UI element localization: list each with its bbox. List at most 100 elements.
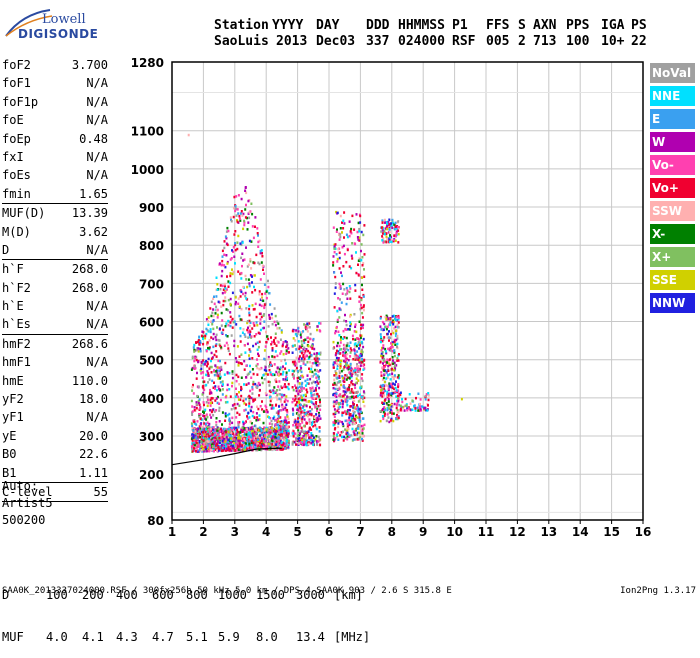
echo-point xyxy=(392,314,395,318)
echo-point xyxy=(216,366,219,369)
echo-point xyxy=(213,369,215,372)
echo-point xyxy=(229,438,232,442)
echo-point xyxy=(424,406,427,410)
echo-point xyxy=(265,290,268,293)
echo-point xyxy=(212,436,215,440)
echo-point xyxy=(283,400,286,403)
echo-point xyxy=(254,447,257,450)
echo-point xyxy=(406,407,409,410)
echo-point xyxy=(348,435,351,439)
echo-point xyxy=(284,430,286,433)
echo-point xyxy=(396,413,398,417)
echo-point xyxy=(268,446,271,449)
echo-point xyxy=(279,433,282,437)
echo-point xyxy=(315,435,318,438)
x-tick-label: 2 xyxy=(199,525,207,539)
echo-point xyxy=(261,408,264,411)
echo-point xyxy=(263,357,266,361)
echo-point xyxy=(284,418,287,421)
echo-point xyxy=(275,380,278,383)
echo-point xyxy=(336,381,339,384)
echo-point xyxy=(363,404,366,408)
echo-point xyxy=(387,404,390,407)
echo-point xyxy=(350,227,353,231)
echo-point xyxy=(391,412,394,415)
echo-point xyxy=(354,338,357,341)
echo-point xyxy=(235,379,238,383)
echo-point xyxy=(379,315,382,319)
echo-point xyxy=(342,368,345,371)
echo-point xyxy=(212,345,215,349)
header-label-4: HHMMSS xyxy=(398,18,445,33)
echo-point xyxy=(269,371,272,374)
echo-point xyxy=(303,346,306,350)
echo-point xyxy=(213,430,216,434)
echo-point xyxy=(240,277,243,280)
echo-point xyxy=(342,411,345,414)
echo-point xyxy=(334,394,336,397)
echo-point xyxy=(204,428,207,431)
echo-point xyxy=(272,391,275,395)
echo-point xyxy=(339,361,342,364)
echo-point xyxy=(200,449,203,452)
echo-point xyxy=(282,341,285,344)
echo-point xyxy=(234,204,237,208)
echo-point xyxy=(385,226,388,229)
echo-point xyxy=(301,410,304,413)
echo-point xyxy=(212,314,215,318)
echo-point xyxy=(256,232,259,235)
echo-point xyxy=(332,434,335,438)
echo-point xyxy=(300,389,303,392)
echo-point xyxy=(248,402,251,405)
echo-point xyxy=(338,376,341,379)
echo-point xyxy=(345,374,348,377)
echo-point xyxy=(265,330,267,334)
echo-point xyxy=(202,386,205,390)
muf-value: 5.1 xyxy=(186,630,208,644)
echo-point xyxy=(224,445,227,448)
echo-point xyxy=(279,422,282,425)
echo-point xyxy=(281,343,284,346)
echo-point xyxy=(259,367,262,371)
echo-point xyxy=(218,406,221,410)
parameter-name: hmE xyxy=(2,373,24,388)
echo-point xyxy=(271,433,273,436)
echo-point xyxy=(249,330,252,333)
echo-point xyxy=(256,386,259,389)
echo-point xyxy=(298,376,300,379)
echo-point xyxy=(360,334,363,337)
echo-point xyxy=(251,388,254,391)
echo-point xyxy=(193,447,195,450)
echo-point xyxy=(380,352,383,356)
echo-point xyxy=(335,392,338,395)
echo-point xyxy=(261,431,263,435)
echo-point xyxy=(223,438,226,442)
echo-point xyxy=(239,449,242,452)
echo-point xyxy=(236,220,239,224)
echo-point xyxy=(315,376,318,379)
echo-point xyxy=(229,272,232,275)
echo-point xyxy=(310,391,313,395)
echo-point xyxy=(397,232,400,236)
echo-point xyxy=(305,422,308,425)
echo-point xyxy=(346,235,349,239)
echo-point xyxy=(243,219,246,223)
echo-point xyxy=(460,397,463,401)
plot-frame xyxy=(171,61,644,521)
echo-point xyxy=(393,349,396,352)
echo-point xyxy=(264,442,267,446)
echo-point xyxy=(386,390,389,394)
echo-point xyxy=(226,388,229,392)
echo-point xyxy=(248,416,251,419)
echo-point xyxy=(305,404,308,408)
echo-point xyxy=(280,425,283,428)
echo-point xyxy=(281,344,284,348)
echo-point xyxy=(278,388,281,391)
echo-point xyxy=(297,397,300,401)
echo-point xyxy=(192,429,195,432)
echo-point xyxy=(200,372,203,375)
echo-point xyxy=(270,440,272,444)
echo-point xyxy=(277,373,280,376)
echo-point xyxy=(387,364,390,368)
echo-point xyxy=(267,432,270,435)
